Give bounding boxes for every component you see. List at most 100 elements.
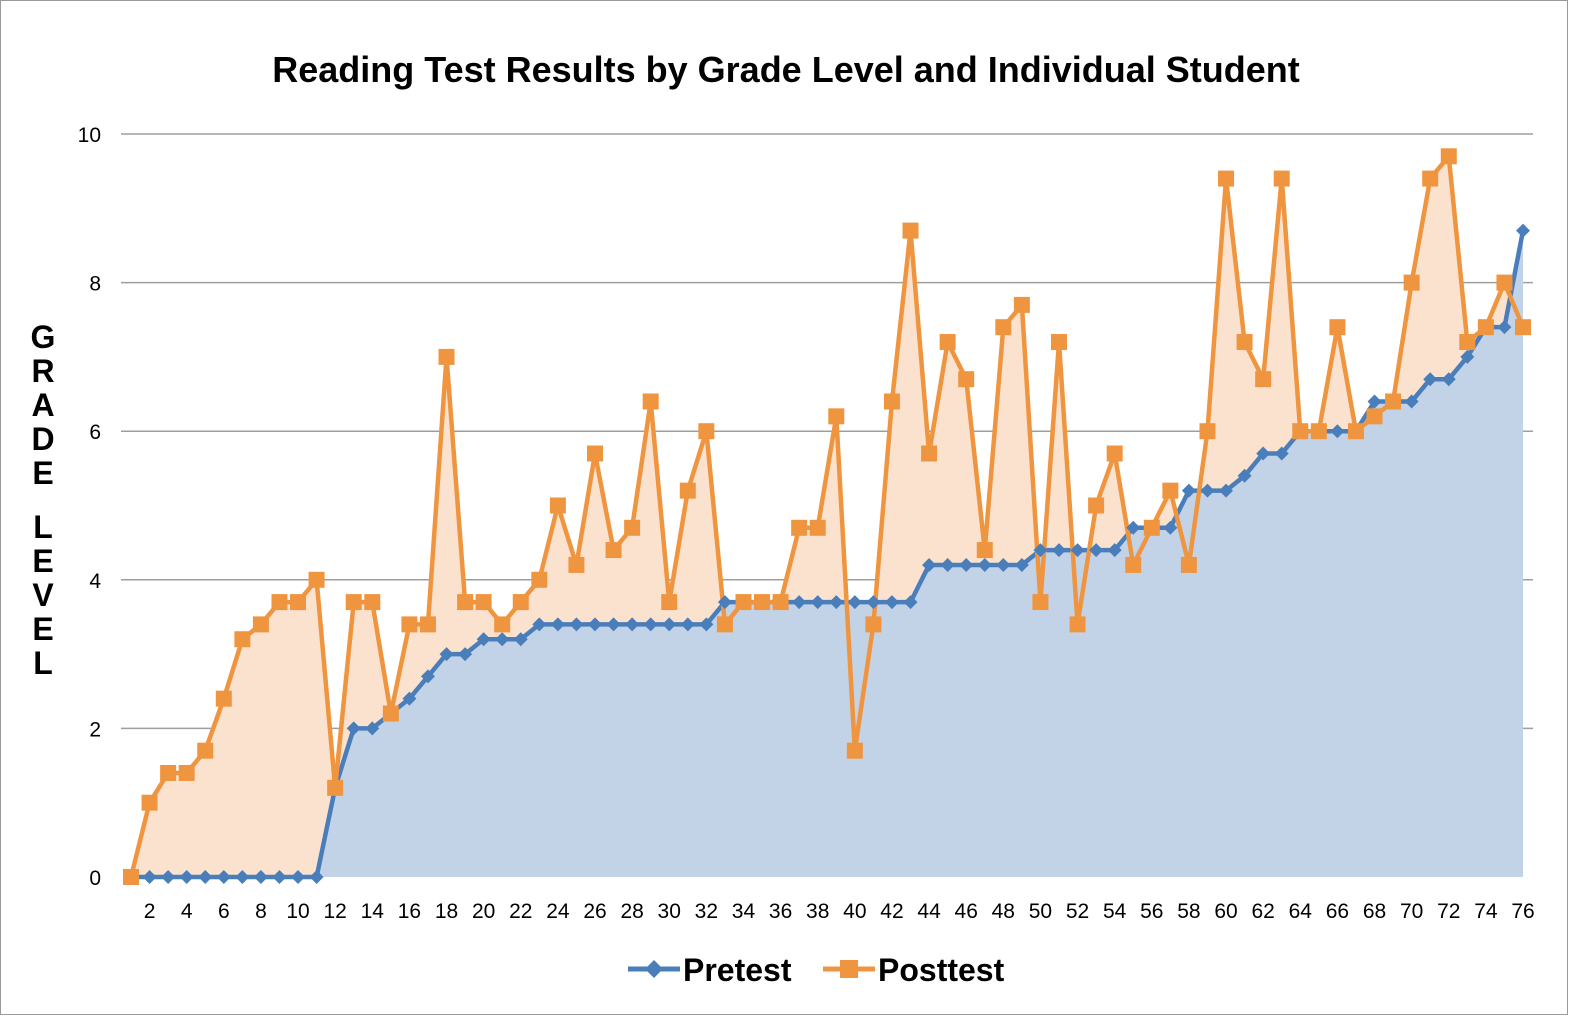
x-tick-label: 40 bbox=[843, 900, 866, 923]
posttest-point bbox=[661, 594, 678, 611]
pretest-point bbox=[1423, 372, 1438, 387]
y-axis-label-letter: L bbox=[33, 645, 53, 681]
pretest-point bbox=[550, 617, 565, 632]
pretest-point bbox=[253, 870, 268, 884]
pretest-point bbox=[495, 632, 510, 647]
posttest-point bbox=[141, 794, 158, 811]
posttest-point bbox=[382, 705, 399, 722]
pretest-point bbox=[922, 557, 937, 572]
series-markers bbox=[123, 148, 1531, 885]
x-tick-label: 64 bbox=[1289, 900, 1313, 923]
x-tick-label: 20 bbox=[472, 900, 495, 923]
posttest-point bbox=[1180, 556, 1197, 573]
posttest-point bbox=[419, 616, 436, 633]
posttest-point bbox=[642, 393, 659, 410]
chart-frame: Reading Test Results by Grade Level and … bbox=[0, 0, 1568, 1015]
posttest-point bbox=[1310, 423, 1327, 440]
legend-item-posttest: Posttest bbox=[823, 952, 1005, 988]
pretest-point bbox=[1219, 483, 1234, 498]
legend-label: Pretest bbox=[683, 952, 792, 988]
pretest-point bbox=[606, 617, 621, 632]
posttest-point bbox=[1162, 482, 1179, 499]
pretest-point bbox=[1497, 320, 1512, 335]
pretest-point bbox=[884, 595, 899, 610]
posttest-point bbox=[1199, 423, 1216, 440]
pretest-point bbox=[996, 557, 1011, 572]
posttest-point bbox=[791, 519, 808, 536]
y-axis-label-letter: L bbox=[33, 509, 53, 545]
x-tick-label: 68 bbox=[1363, 900, 1386, 923]
y-tick-label: 8 bbox=[89, 273, 101, 296]
posttest-point bbox=[1106, 445, 1123, 462]
y-axis-label-letter: E bbox=[32, 543, 53, 579]
pretest-point bbox=[1200, 483, 1215, 498]
y-axis-label-letter: G bbox=[31, 319, 56, 355]
posttest-point bbox=[1329, 319, 1346, 336]
posttest-point bbox=[1143, 519, 1160, 536]
y-axis-label-letter: V bbox=[32, 577, 54, 613]
line-pretest bbox=[131, 230, 1526, 880]
x-tick-label: 28 bbox=[620, 900, 643, 923]
y-axis-label-letter: E bbox=[32, 611, 53, 647]
x-tick-label: 66 bbox=[1326, 900, 1349, 923]
pretest-point bbox=[1070, 543, 1085, 558]
x-tick-label: 2 bbox=[144, 900, 156, 923]
pretest-point bbox=[1274, 446, 1289, 461]
posttest-point bbox=[271, 594, 288, 611]
pretest-point bbox=[959, 557, 974, 572]
y-axis-label-letter: R bbox=[31, 353, 54, 389]
posttest-point bbox=[883, 393, 900, 410]
x-tick-label: 16 bbox=[398, 900, 421, 923]
posttest-point bbox=[475, 594, 492, 611]
pretest-point bbox=[532, 617, 547, 632]
x-tick-label: 72 bbox=[1437, 900, 1460, 923]
legend-label: Posttest bbox=[878, 952, 1005, 988]
pretest-point bbox=[402, 691, 417, 706]
pretest-point bbox=[810, 595, 825, 610]
x-tick-label: 34 bbox=[732, 900, 756, 923]
pretest-point bbox=[513, 632, 528, 647]
pretest-point bbox=[1014, 557, 1029, 572]
x-tick-label: 48 bbox=[992, 900, 1015, 923]
pretest-point bbox=[625, 617, 640, 632]
x-tick-label: 24 bbox=[546, 900, 570, 923]
posttest-point bbox=[1292, 423, 1309, 440]
posttest-point bbox=[531, 571, 548, 588]
posttest-point bbox=[1347, 423, 1364, 440]
pretest-point bbox=[680, 617, 695, 632]
legend-item-pretest: Pretest bbox=[628, 952, 792, 988]
posttest-point bbox=[976, 542, 993, 559]
x-tick-label: 42 bbox=[880, 900, 903, 923]
pretest-point bbox=[458, 647, 473, 662]
pretest-point bbox=[216, 870, 231, 884]
posttest-point bbox=[1273, 170, 1290, 187]
posttest-point bbox=[1032, 594, 1049, 611]
line-posttest bbox=[128, 154, 1526, 878]
posttest-point bbox=[1069, 616, 1086, 633]
y-axis-label-letter: E bbox=[32, 455, 53, 491]
posttest-point bbox=[846, 742, 863, 759]
posttest-point bbox=[252, 616, 269, 633]
posttest-point bbox=[364, 594, 381, 611]
posttest-point bbox=[865, 616, 882, 633]
posttest-point bbox=[605, 542, 622, 559]
posttest-point bbox=[772, 594, 789, 611]
pretest-point bbox=[1126, 520, 1141, 535]
posttest-point bbox=[1496, 274, 1513, 291]
x-tick-label: 52 bbox=[1066, 900, 1089, 923]
x-tick-label: 46 bbox=[955, 900, 978, 923]
posttest-point bbox=[1440, 148, 1457, 165]
pretest-point bbox=[643, 617, 658, 632]
posttest-point bbox=[1051, 334, 1067, 351]
x-tick-label: 60 bbox=[1214, 900, 1237, 923]
posttest-point bbox=[1255, 371, 1272, 388]
posttest-point bbox=[160, 764, 177, 781]
x-tick-label: 58 bbox=[1177, 900, 1200, 923]
posttest-point bbox=[1218, 170, 1235, 187]
x-tick-label: 62 bbox=[1251, 900, 1274, 923]
pretest-point bbox=[1404, 394, 1419, 409]
posttest-point bbox=[401, 616, 418, 633]
y-axis-label-letter: D bbox=[31, 421, 54, 457]
legend-marker bbox=[645, 960, 663, 978]
